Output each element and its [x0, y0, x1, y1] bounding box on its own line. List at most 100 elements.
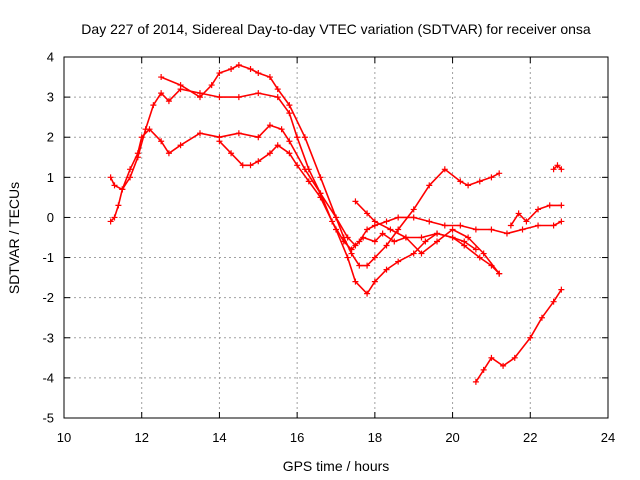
- data-point: [371, 218, 378, 225]
- data-point: [457, 222, 464, 229]
- data-point: [558, 286, 565, 293]
- data-point: [266, 74, 273, 81]
- data-point: [527, 334, 534, 341]
- data-point: [364, 262, 371, 269]
- data-point: [441, 222, 448, 229]
- data-point: [165, 150, 172, 157]
- data-point: [449, 226, 456, 233]
- y-tick-label: -2: [42, 290, 54, 305]
- data-point: [488, 226, 495, 233]
- x-tick-label: 24: [601, 430, 615, 445]
- data-point: [134, 154, 141, 161]
- data-point: [472, 226, 479, 233]
- data-point: [344, 254, 351, 261]
- data-point: [266, 122, 273, 129]
- data-point: [286, 150, 293, 157]
- data-point: [519, 226, 526, 233]
- data-point: [274, 86, 281, 93]
- data-point: [395, 214, 402, 221]
- data-point: [383, 242, 390, 249]
- y-tick-label: 2: [47, 130, 54, 145]
- data-point: [461, 238, 468, 245]
- y-tick-label: 1: [47, 170, 54, 185]
- data-point: [395, 226, 402, 233]
- data-point: [301, 134, 308, 141]
- data-point: [535, 206, 542, 213]
- data-point: [239, 162, 246, 169]
- data-point: [558, 166, 565, 173]
- data-point: [371, 238, 378, 245]
- data-point: [426, 218, 433, 225]
- series-trace: [218, 140, 477, 295]
- data-point: [158, 74, 165, 81]
- y-tick-label: -5: [42, 411, 54, 426]
- data-point: [422, 238, 429, 245]
- y-tick-label: -1: [42, 250, 54, 265]
- data-point: [465, 234, 472, 241]
- data-point: [216, 70, 223, 77]
- data-series-6: [472, 286, 565, 385]
- data-point: [255, 158, 262, 165]
- series-trace: [109, 88, 563, 251]
- y-tick-label: -3: [42, 330, 54, 345]
- data-point: [488, 354, 495, 361]
- data-point: [317, 194, 324, 201]
- x-tick-label: 20: [445, 430, 459, 445]
- y-axis-label: SDTVAR / TECUs: [6, 182, 22, 294]
- data-point: [216, 138, 223, 145]
- data-point: [554, 162, 561, 169]
- data-point: [255, 70, 262, 77]
- data-point: [449, 234, 456, 241]
- data-point: [352, 198, 359, 205]
- data-point: [418, 234, 425, 241]
- data-point: [507, 222, 514, 229]
- data-point: [197, 130, 203, 137]
- data-series-7: [507, 202, 565, 229]
- data-point: [305, 166, 312, 173]
- data-point: [500, 362, 507, 369]
- data-point: [150, 102, 157, 109]
- x-tick-label: 12: [134, 430, 148, 445]
- chart-title: Day 227 of 2014, Sidereal Day-to-day VTE…: [81, 21, 591, 37]
- data-point: [503, 230, 510, 237]
- data-point: [410, 206, 417, 213]
- data-point: [550, 298, 557, 305]
- data-point: [379, 230, 386, 237]
- data-point: [127, 166, 134, 173]
- data-point: [208, 82, 215, 89]
- data-point: [434, 230, 441, 237]
- data-point: [247, 66, 254, 73]
- data-point: [480, 366, 487, 373]
- data-series-5: [352, 198, 503, 277]
- data-point: [115, 202, 122, 209]
- data-series-8: [550, 162, 565, 173]
- data-point: [255, 90, 262, 97]
- data-series-4: [216, 138, 479, 297]
- data-point: [434, 238, 441, 245]
- y-tick-label: 3: [47, 90, 54, 105]
- data-point: [496, 270, 503, 277]
- data-point: [511, 354, 518, 361]
- data-point: [317, 174, 324, 181]
- data-series-3: [158, 62, 503, 269]
- data-point: [286, 102, 293, 109]
- data-point: [235, 94, 242, 101]
- data-point: [142, 126, 149, 133]
- data-point: [216, 94, 223, 101]
- data-point: [387, 226, 394, 233]
- data-point: [352, 278, 359, 285]
- data-point: [278, 126, 285, 133]
- plot-area: [107, 62, 565, 385]
- data-point: [340, 234, 347, 241]
- x-tick-label: 16: [290, 430, 304, 445]
- data-point: [546, 202, 553, 209]
- data-point: [107, 218, 114, 225]
- x-tick-label: 10: [57, 430, 71, 445]
- data-point: [119, 186, 126, 193]
- data-point: [235, 130, 242, 137]
- data-point: [228, 150, 235, 157]
- data-point: [371, 278, 378, 285]
